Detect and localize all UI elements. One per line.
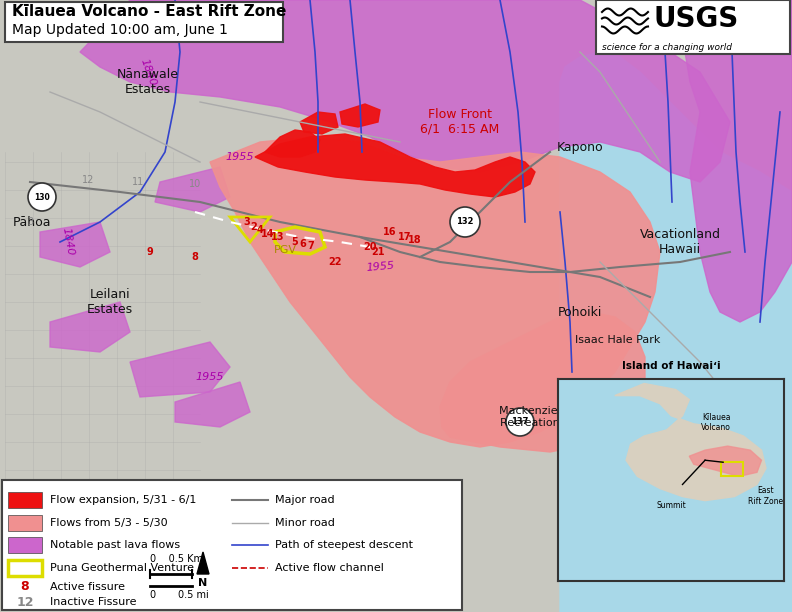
Text: Path of steepest descent: Path of steepest descent bbox=[275, 540, 413, 550]
Text: 21: 21 bbox=[371, 247, 385, 257]
Circle shape bbox=[28, 183, 56, 211]
Text: N: N bbox=[198, 578, 208, 588]
Polygon shape bbox=[175, 382, 250, 427]
Text: USGS: USGS bbox=[654, 5, 739, 33]
Text: Notable past lava flows: Notable past lava flows bbox=[50, 540, 180, 550]
Text: Active flow channel: Active flow channel bbox=[275, 563, 384, 573]
Text: 1840: 1840 bbox=[61, 227, 75, 257]
Polygon shape bbox=[340, 104, 380, 127]
Polygon shape bbox=[40, 222, 110, 267]
Polygon shape bbox=[680, 0, 792, 322]
Text: 22: 22 bbox=[328, 257, 342, 267]
Text: 3: 3 bbox=[27, 217, 33, 227]
Text: 18: 18 bbox=[408, 235, 422, 245]
Text: Leilani
Estates: Leilani Estates bbox=[87, 288, 133, 316]
Polygon shape bbox=[689, 446, 762, 476]
Text: Kapono: Kapono bbox=[557, 141, 604, 154]
Polygon shape bbox=[265, 130, 320, 157]
Text: 1955: 1955 bbox=[226, 152, 254, 162]
Text: Flow Front
6/1  6:15 AM: Flow Front 6/1 6:15 AM bbox=[421, 108, 500, 136]
Text: 0       0.5 mi: 0 0.5 mi bbox=[150, 590, 209, 600]
Text: Kīlauea
Volcano: Kīlauea Volcano bbox=[702, 412, 731, 432]
Text: Inactive Fissure: Inactive Fissure bbox=[50, 597, 136, 607]
Text: 137: 137 bbox=[512, 417, 529, 427]
Text: Map Updated 10:00 am, June 1: Map Updated 10:00 am, June 1 bbox=[12, 23, 228, 37]
Text: 5: 5 bbox=[291, 237, 299, 247]
Text: 7: 7 bbox=[307, 241, 314, 251]
Text: Minor road: Minor road bbox=[275, 518, 335, 528]
Text: 12: 12 bbox=[82, 175, 94, 185]
Text: 2: 2 bbox=[250, 222, 257, 232]
Text: 6: 6 bbox=[299, 239, 307, 249]
Text: Island of Hawaiʻi: Island of Hawaiʻi bbox=[622, 361, 721, 371]
Text: 12: 12 bbox=[17, 595, 34, 608]
Polygon shape bbox=[155, 167, 230, 212]
Text: 9: 9 bbox=[147, 247, 154, 257]
Text: Pohoiki: Pohoiki bbox=[558, 305, 602, 318]
Bar bbox=[5, 2, 283, 42]
Text: 0    0.5 Km: 0 0.5 Km bbox=[150, 554, 203, 564]
Text: science for a changing world: science for a changing world bbox=[602, 43, 732, 53]
Text: 4: 4 bbox=[257, 225, 264, 235]
Polygon shape bbox=[300, 112, 338, 134]
Text: 14: 14 bbox=[261, 229, 275, 239]
Polygon shape bbox=[210, 137, 660, 447]
Text: Flows from 5/3 - 5/30: Flows from 5/3 - 5/30 bbox=[50, 518, 168, 528]
Text: Mackenzie State
Recreation Area: Mackenzie State Recreation Area bbox=[499, 406, 591, 428]
Text: Kīlauea Volcano - East Rift Zone: Kīlauea Volcano - East Rift Zone bbox=[12, 4, 287, 18]
Circle shape bbox=[506, 408, 534, 436]
Text: 8: 8 bbox=[21, 581, 29, 594]
Text: Summit: Summit bbox=[657, 501, 686, 510]
Text: East
Rift Zone: East Rift Zone bbox=[748, 487, 783, 506]
Text: Pāhoa: Pāhoa bbox=[13, 215, 51, 228]
Text: 8: 8 bbox=[192, 252, 199, 262]
Text: Nānawale
Estates: Nānawale Estates bbox=[117, 68, 179, 96]
Polygon shape bbox=[615, 384, 766, 501]
Polygon shape bbox=[50, 302, 130, 352]
Text: 3: 3 bbox=[244, 217, 250, 227]
Bar bbox=[8, 560, 42, 576]
Text: Active fissure: Active fissure bbox=[50, 582, 125, 592]
Text: 1960: 1960 bbox=[737, 457, 753, 487]
Text: 20: 20 bbox=[364, 242, 377, 252]
Text: 13: 13 bbox=[271, 232, 285, 242]
Text: Isaac Hale Park: Isaac Hale Park bbox=[575, 335, 661, 345]
Text: Opihikao: Opihikao bbox=[390, 550, 451, 564]
Polygon shape bbox=[80, 0, 730, 182]
Text: Flow expansion, 5/31 - 6/1: Flow expansion, 5/31 - 6/1 bbox=[50, 495, 196, 505]
Polygon shape bbox=[560, 52, 792, 612]
Bar bbox=[8, 537, 42, 553]
Text: 10: 10 bbox=[188, 179, 201, 189]
Text: Puna Geothermal Venture: Puna Geothermal Venture bbox=[50, 563, 194, 573]
Text: 16: 16 bbox=[383, 227, 397, 237]
Bar bbox=[2, 480, 462, 610]
Text: 132: 132 bbox=[456, 217, 474, 226]
Text: 1955: 1955 bbox=[365, 261, 394, 273]
Bar bbox=[8, 492, 42, 508]
Text: PGV: PGV bbox=[273, 245, 296, 255]
Polygon shape bbox=[197, 552, 209, 574]
Polygon shape bbox=[440, 312, 645, 452]
Text: Major road: Major road bbox=[275, 495, 335, 505]
Bar bbox=[8, 515, 42, 531]
Bar bbox=[721, 462, 744, 476]
Text: 11: 11 bbox=[132, 177, 144, 187]
Polygon shape bbox=[255, 134, 535, 197]
Polygon shape bbox=[130, 342, 230, 397]
Circle shape bbox=[450, 207, 480, 237]
Text: 1840: 1840 bbox=[139, 57, 158, 87]
Text: 130: 130 bbox=[34, 193, 50, 201]
Text: 17: 17 bbox=[398, 232, 412, 242]
Bar bbox=[596, 0, 790, 54]
Text: 1955: 1955 bbox=[196, 372, 224, 382]
Text: Vacationland
Hawaii: Vacationland Hawaii bbox=[639, 228, 721, 256]
